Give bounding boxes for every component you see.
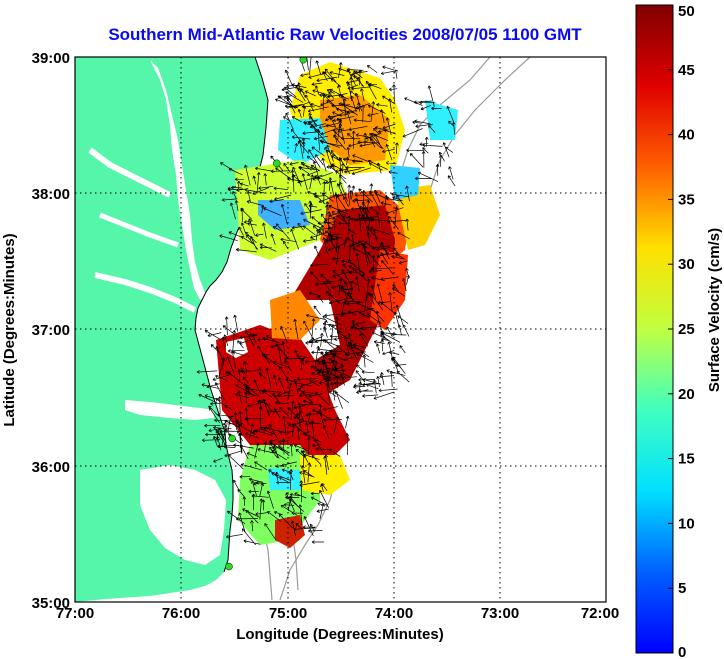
map-plot-area xyxy=(74,56,607,603)
colorbar-gradient xyxy=(635,4,674,654)
x-tick-label: 75:00 xyxy=(269,605,307,622)
colorbar-tick-label: 30 xyxy=(678,256,695,273)
y-tick-label: 36:00 xyxy=(32,459,70,476)
plot-frame xyxy=(74,56,607,603)
x-tick-label: 77:00 xyxy=(56,605,94,622)
radar-station-marker xyxy=(225,562,233,571)
x-tick-label: 72:00 xyxy=(581,605,619,622)
colorbar-tick-label: 50 xyxy=(678,3,695,20)
colorbar-tick-label: 20 xyxy=(678,386,695,403)
potomac-river xyxy=(88,147,172,198)
y-axis-label: Latitude (Degrees:Minutes) xyxy=(1,233,18,426)
colorbar-tick-label: 45 xyxy=(678,62,695,79)
colorbar-tick-label: 25 xyxy=(678,321,695,338)
colorbar-tick-label: 10 xyxy=(678,515,695,532)
grid-lines xyxy=(75,57,606,602)
colorbar-tick-label: 40 xyxy=(678,127,695,144)
radar-station-marker xyxy=(228,434,236,443)
chart-title: Southern Mid-Atlantic Raw Velocities 200… xyxy=(108,25,582,44)
colorbar-tick-label: 35 xyxy=(678,191,695,208)
velocity-arrows xyxy=(196,57,456,546)
york-james-river xyxy=(94,272,197,313)
x-tick-label: 76:00 xyxy=(162,605,200,622)
radar-station-marker xyxy=(273,159,281,168)
x-axis-label: Longitude (Degrees:Minutes) xyxy=(236,626,444,643)
velocity-arrow-set xyxy=(196,57,456,546)
x-tick-label: 74:00 xyxy=(375,605,413,622)
colorbar-label: Surface Velocity (cm/s) xyxy=(706,228,723,392)
chesapeake-bay xyxy=(150,60,206,300)
y-tick-label: 35:00 xyxy=(32,595,70,612)
radar-station-marker xyxy=(299,57,308,64)
colorbar-tick-label: 15 xyxy=(678,451,695,468)
y-tick-label: 37:00 xyxy=(32,322,70,339)
y-axis: 39:00 38:00 37:00 36:00 35:00 Latitude (… xyxy=(1,50,70,612)
x-tick-label: 73:00 xyxy=(481,605,519,622)
colorbar-tick-label: 0 xyxy=(678,644,686,659)
rappahannock-river xyxy=(99,212,179,248)
colorbar-tick-label: 5 xyxy=(678,580,686,597)
albemarle-sound xyxy=(125,400,214,420)
velocity-field xyxy=(216,62,458,548)
y-tick-label: 38:00 xyxy=(32,186,70,203)
hf-radar-stations xyxy=(225,57,308,571)
pamlico-sound xyxy=(140,465,226,565)
y-tick-label: 39:00 xyxy=(32,50,70,67)
x-axis: 77:00 76:00 75:00 74:00 73:00 72:00 Long… xyxy=(56,605,619,643)
